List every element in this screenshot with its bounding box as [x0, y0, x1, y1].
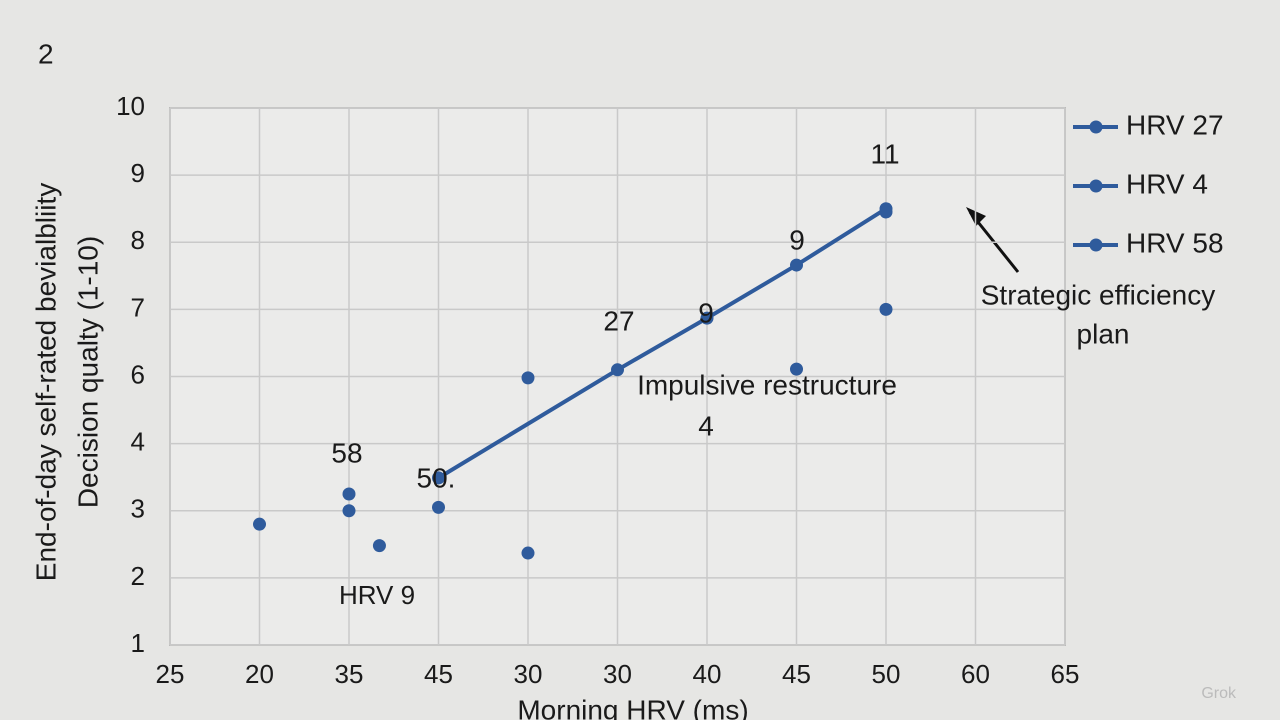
x-tick-label: 20 [245, 659, 274, 689]
y-tick-label: 4 [131, 427, 145, 457]
page-number: 2 [38, 38, 54, 69]
watermark: Grok [1201, 685, 1237, 702]
annotation: Strategic efficiency [981, 279, 1216, 310]
legend-label: HRV 27 [1126, 109, 1224, 140]
annotation: 11 [870, 138, 899, 169]
x-tick-label: 30 [514, 659, 543, 689]
annotation: 9 [789, 224, 805, 255]
point [432, 471, 445, 485]
x-tick-label: 25 [156, 659, 185, 689]
y-tick-label: 6 [131, 359, 145, 389]
y-tick-label: 8 [131, 225, 145, 255]
point [342, 504, 356, 518]
x-tick-label: 50 [872, 659, 901, 689]
point [372, 539, 386, 553]
y-tick-label: 9 [131, 158, 145, 188]
point [521, 371, 535, 385]
y-tick-label: 7 [131, 292, 145, 322]
annotation: 58 [331, 437, 362, 468]
x-tick-label: 40 [693, 659, 722, 689]
annotation: 9 [698, 297, 714, 328]
legend-label: HRV 58 [1126, 227, 1224, 258]
y-tick-label: 1 [131, 628, 145, 658]
point [253, 517, 266, 531]
point [700, 311, 714, 325]
annotation: 50. [417, 462, 456, 493]
annotation: plan [1077, 318, 1130, 349]
y-tick-label: 10 [116, 91, 145, 121]
legend-label: HRV 4 [1126, 168, 1208, 199]
point [521, 546, 535, 560]
y-axis-label: Decision qualty (1-10) [72, 236, 103, 508]
point [611, 363, 624, 377]
x-axis-label: Morning HRV (ms) [517, 694, 748, 720]
annotation: HRV 9 [339, 580, 415, 610]
y-axis-label: End-of-day self-rated bevialbliity [30, 183, 61, 581]
point [879, 302, 893, 316]
x-tick-label: 45 [424, 659, 453, 689]
point [342, 487, 356, 501]
legend-marker [1089, 179, 1103, 193]
x-tick-label: 45 [782, 659, 811, 689]
point [790, 362, 803, 376]
point [879, 205, 893, 219]
point [790, 258, 803, 272]
y-tick-label: 3 [131, 494, 145, 524]
legend-marker [1089, 238, 1103, 252]
x-tick-label: 60 [961, 659, 990, 689]
point [432, 500, 445, 514]
x-tick-label: 65 [1051, 659, 1080, 689]
y-tick-label: 2 [131, 561, 145, 591]
x-tick-label: 35 [335, 659, 364, 689]
legend-marker [1089, 120, 1103, 134]
annotation: 27 [603, 305, 634, 336]
annotation: Impulsive restructure [637, 369, 897, 400]
x-tick-label: 30 [603, 659, 632, 689]
annotation: 4 [698, 410, 714, 441]
